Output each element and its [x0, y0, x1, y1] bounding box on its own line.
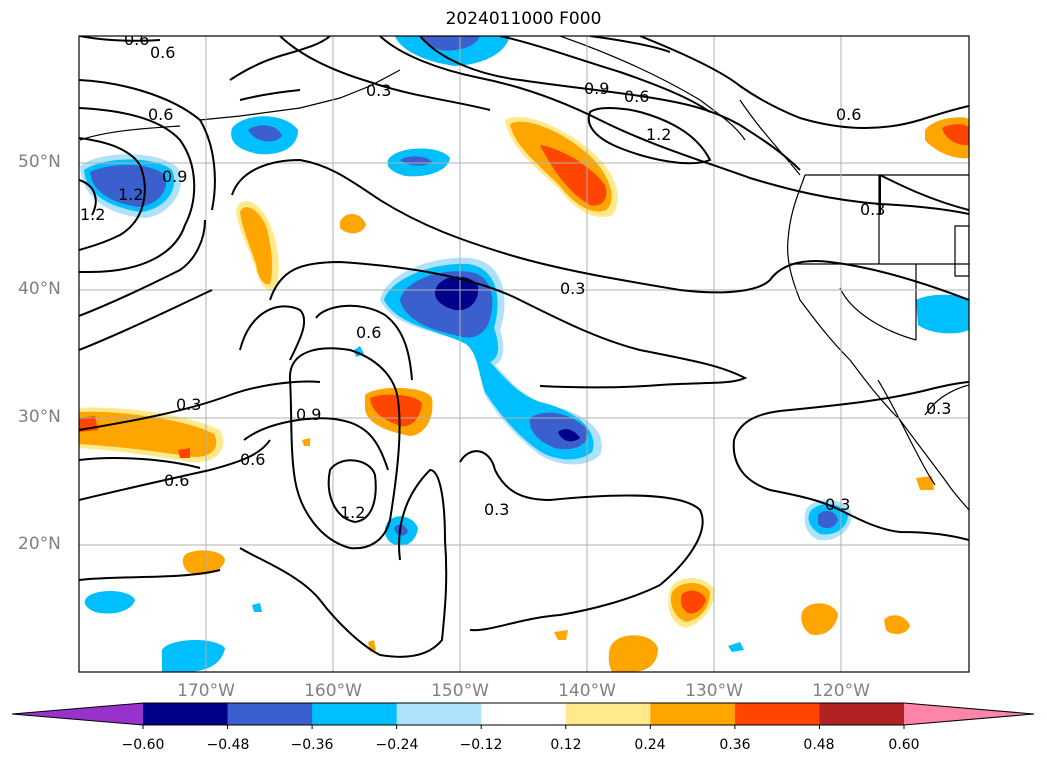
lat-label: 50°N — [18, 152, 61, 172]
contour-label: 0.6 — [356, 323, 381, 342]
contour-label: 0.9 — [584, 79, 609, 98]
positive-anomaly-gulf — [505, 116, 618, 218]
colorbar-tick-label: 0.60 — [888, 737, 920, 753]
negative-anomaly-coast — [916, 294, 969, 334]
colorbar-tick-label: −0.36 — [290, 737, 334, 753]
contour-label: 0.3 — [366, 81, 391, 100]
contour-label: 0.3 — [176, 395, 201, 414]
map-border — [78, 35, 970, 673]
contour-labels: 0.6 0.3 0.6 0.9 0.6 1.2 0.6 1.2 0.9 1.2 … — [80, 30, 951, 522]
lon-label: 140°W — [558, 681, 616, 701]
negative-anomaly-south — [84, 346, 744, 672]
lon-label: 160°W — [304, 681, 362, 701]
contour-label: 1.2 — [646, 125, 671, 144]
colorbar-cell — [819, 703, 905, 725]
negative-anomaly-aleutian — [231, 116, 298, 155]
colorbar-extend-high — [904, 703, 1034, 725]
lon-label: 130°W — [685, 681, 743, 701]
contour-label: 0.6 — [624, 87, 649, 106]
colorbar — [11, 702, 1035, 729]
colorbar-cell — [396, 703, 482, 725]
lon-label: 150°W — [431, 681, 489, 701]
contour-label: 1.2 — [80, 205, 105, 224]
contour-label: 0.3 — [860, 200, 885, 219]
colorbar-cell — [650, 703, 736, 725]
colorbar-tick-label: −0.60 — [121, 737, 165, 753]
colorbar-tick-label: −0.24 — [375, 737, 419, 753]
contour-label: 0.3 — [560, 279, 585, 298]
contour-label: 0.6 — [150, 43, 175, 62]
contour-label: 0.6 — [148, 105, 173, 124]
negative-anomaly-north — [395, 36, 510, 66]
shaded-anomalies — [79, 36, 969, 672]
contour-label: 0.6 — [164, 471, 189, 490]
positive-anomaly-subtropic — [79, 407, 224, 463]
colorbar-cell — [565, 703, 651, 725]
colorbar-cell — [227, 703, 313, 725]
positive-anomaly-small — [182, 214, 934, 652]
negative-anomaly-west — [80, 154, 181, 218]
contour-label: 0.9 — [296, 405, 321, 424]
positive-anomaly-northeast — [925, 117, 969, 159]
lat-label: 20°N — [18, 534, 61, 554]
colorbar-tick-label: 0.36 — [719, 737, 751, 753]
colorbar-tick-label: −0.48 — [206, 737, 250, 753]
colorbar-tick-label: 0.12 — [550, 737, 582, 753]
lon-label: 120°W — [812, 681, 870, 701]
colorbar-cell — [143, 703, 229, 725]
lat-label: 40°N — [18, 279, 61, 299]
colorbar-cell — [312, 703, 398, 725]
negative-anomaly-hawaii — [384, 516, 418, 546]
colorbar-tick-label: 0.48 — [803, 737, 835, 753]
positive-anomaly-southeast — [608, 578, 838, 672]
lat-label: 30°N — [18, 407, 61, 427]
contour-label: 0.6 — [240, 450, 265, 469]
colorbar-extend-low — [12, 703, 143, 725]
contour-label: 0.3 — [484, 500, 509, 519]
colorbar-tick-label: −0.12 — [459, 737, 503, 753]
negative-anomaly-central — [380, 257, 602, 465]
colorbar-tick-label: 0.24 — [634, 737, 666, 753]
colorbar-cell — [734, 703, 820, 725]
contour-label: 1.2 — [118, 185, 143, 204]
contour-label: 0.6 — [836, 105, 861, 124]
gridlines — [79, 36, 969, 672]
contour-label: 1.2 — [340, 503, 365, 522]
colorbar-cells — [143, 703, 905, 725]
contour-lines — [79, 36, 969, 658]
lon-label: 170°W — [177, 681, 235, 701]
map-title: 2024011000 F000 — [445, 9, 602, 29]
colorbar-cell — [481, 703, 567, 725]
contour-label: 0.6 — [124, 30, 149, 49]
coastlines — [79, 36, 969, 511]
positive-anomaly-dateline — [236, 201, 279, 291]
contour-label: 0.3 — [825, 495, 850, 514]
contour-label: 0.3 — [926, 399, 951, 418]
contour-label: 0.9 — [162, 167, 187, 186]
